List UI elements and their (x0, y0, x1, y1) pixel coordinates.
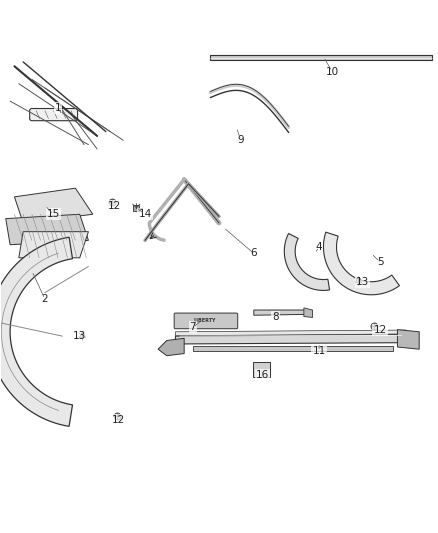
Text: 1: 1 (55, 103, 61, 112)
Polygon shape (176, 334, 406, 344)
Text: 7: 7 (190, 322, 196, 333)
FancyBboxPatch shape (30, 109, 78, 120)
Text: 13: 13 (356, 277, 369, 287)
Text: 6: 6 (251, 248, 257, 259)
Text: 11: 11 (312, 346, 326, 357)
Text: 16: 16 (256, 370, 269, 381)
Text: 2: 2 (42, 294, 48, 304)
Polygon shape (176, 330, 406, 336)
Text: 12: 12 (374, 325, 387, 335)
Text: 12: 12 (112, 415, 126, 425)
Polygon shape (14, 188, 93, 223)
Text: 10: 10 (325, 67, 339, 77)
Text: 4: 4 (316, 242, 322, 252)
Polygon shape (284, 233, 329, 290)
Text: 14: 14 (138, 209, 152, 219)
Text: 15: 15 (47, 209, 60, 219)
Polygon shape (0, 237, 73, 426)
Polygon shape (254, 310, 306, 315)
Text: 5: 5 (377, 257, 383, 267)
Text: 13: 13 (73, 331, 86, 341)
Polygon shape (6, 214, 88, 245)
Polygon shape (158, 338, 184, 356)
FancyBboxPatch shape (253, 362, 270, 377)
Polygon shape (193, 346, 393, 351)
Text: 8: 8 (272, 312, 279, 321)
Polygon shape (323, 232, 399, 295)
Text: 12: 12 (108, 200, 121, 211)
FancyBboxPatch shape (174, 313, 238, 329)
Polygon shape (210, 55, 432, 60)
Polygon shape (19, 232, 88, 258)
Polygon shape (304, 308, 313, 318)
Polygon shape (397, 329, 419, 349)
Text: LIBERTY: LIBERTY (194, 318, 216, 323)
Text: 9: 9 (237, 135, 244, 146)
